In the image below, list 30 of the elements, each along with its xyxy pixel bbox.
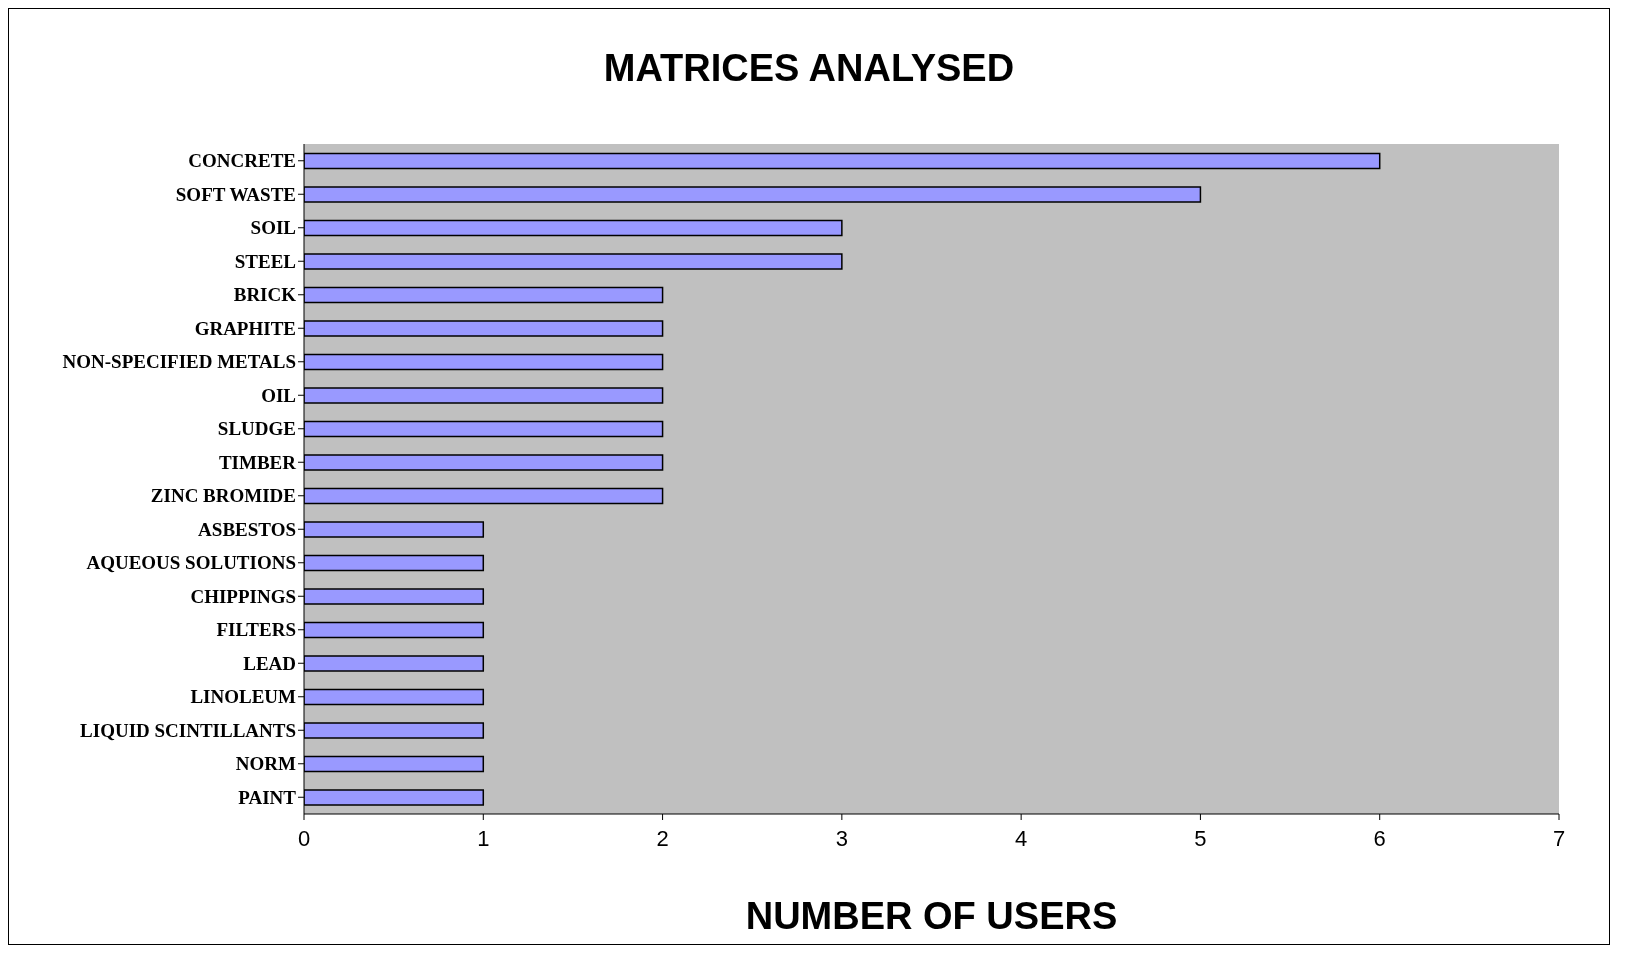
y-tick-label: LINOLEUM xyxy=(190,686,297,708)
y-tick-label: CONCRETE xyxy=(188,150,296,172)
y-tick-label: ZINC BROMIDE xyxy=(150,485,296,507)
y-tick-label: ASBESTOS xyxy=(198,518,296,540)
y-tick-label: SLUDGE xyxy=(217,418,296,440)
y-tick-label: CHIPPINGS xyxy=(190,585,296,607)
y-tick-label: FILTERS xyxy=(216,619,296,641)
y-tick-label: BRICK xyxy=(233,284,297,306)
x-tick-label: 1 xyxy=(477,825,490,851)
x-tick-label: 3 xyxy=(835,825,848,851)
x-tick-label: 5 xyxy=(1194,825,1207,851)
chart-title: MATRICES ANALYSED xyxy=(602,47,1016,90)
y-tick-label: GRAPHITE xyxy=(194,317,296,339)
y-tick-label: OIL xyxy=(261,384,296,406)
x-tick-label: 6 xyxy=(1373,825,1386,851)
x-axis-title: NUMBER OF USERS xyxy=(745,895,1118,937)
y-tick-label: LIQUID SCINTILLANTS xyxy=(80,719,296,741)
x-tick-label: 4 xyxy=(1015,825,1028,851)
y-tick-label: STEEL xyxy=(234,250,296,272)
y-tick-label: SOIL xyxy=(250,217,296,239)
y-tick-label: LEAD xyxy=(243,652,296,674)
y-tick-label: NORM xyxy=(235,753,297,775)
x-tick-label: 2 xyxy=(656,825,669,851)
y-tick-label: TIMBER xyxy=(218,451,297,473)
y-tick-label: SOFT WASTE xyxy=(175,183,296,205)
y-tick-label: PAINT xyxy=(238,786,297,808)
x-tick-label: 7 xyxy=(1552,825,1566,851)
x-tick-label: 0 xyxy=(297,825,311,851)
y-tick-label: NON-SPECIFIED METALS xyxy=(62,351,296,373)
y-tick-label: AQUEOUS SOLUTIONS xyxy=(86,552,296,574)
